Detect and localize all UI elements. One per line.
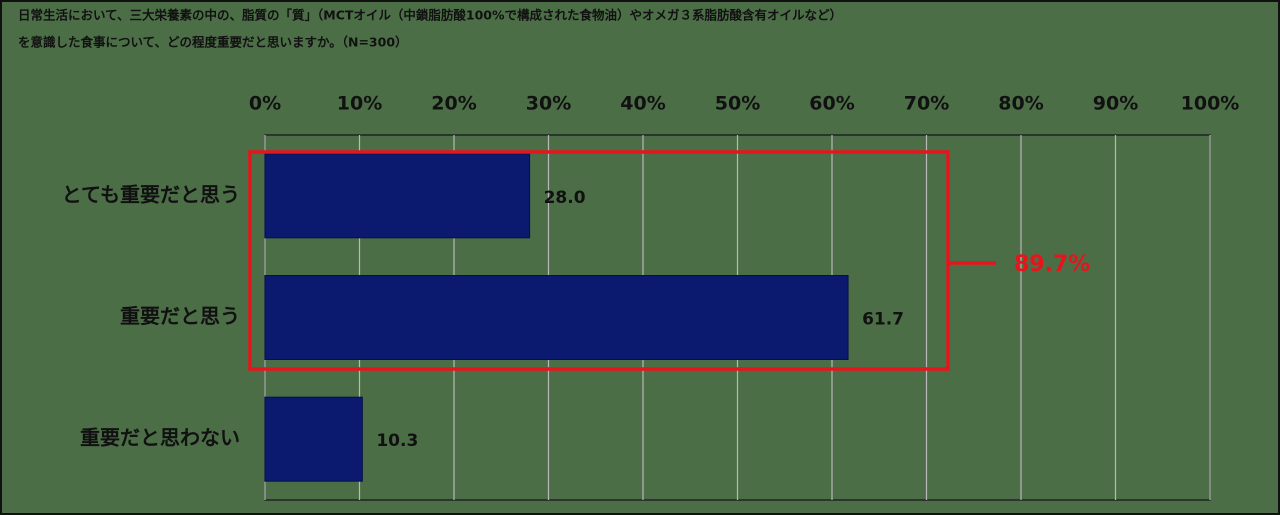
highlight-box bbox=[248, 150, 950, 371]
value-label: 10.3 bbox=[376, 431, 418, 451]
value-label: 61.7 bbox=[862, 310, 904, 330]
y-tick-label: 重要だと思う bbox=[120, 304, 240, 328]
x-tick-label: 10% bbox=[337, 93, 382, 115]
x-tick-label: 90% bbox=[1093, 93, 1138, 115]
x-tick-label: 40% bbox=[620, 93, 665, 115]
y-tick-label: とても重要だと思う bbox=[62, 182, 240, 206]
x-tick-label: 50% bbox=[715, 93, 760, 115]
bar bbox=[264, 275, 849, 360]
bar bbox=[264, 396, 363, 482]
chart-title: を意識した食事について、どの程度重要だと思いますか。（N=300） bbox=[18, 35, 408, 50]
x-tick-label: 100% bbox=[1181, 93, 1240, 115]
x-tick-label: 60% bbox=[809, 93, 854, 115]
x-tick-label: 0% bbox=[249, 93, 281, 115]
chart-title: 日常生活において、三大栄養素の中の、脂質の「質」（MCTオイル（中鎖脂肪酸100… bbox=[18, 8, 842, 23]
bar bbox=[264, 153, 531, 239]
x-tick-label: 20% bbox=[431, 93, 476, 115]
y-tick-label: 重要だと思わない bbox=[80, 426, 240, 450]
annotation: 89.7% bbox=[1014, 252, 1090, 277]
x-tick-label: 30% bbox=[526, 93, 571, 115]
x-tick-label: 80% bbox=[998, 93, 1043, 115]
value-label: 28.0 bbox=[544, 188, 586, 208]
x-tick-label: 70% bbox=[904, 93, 949, 115]
